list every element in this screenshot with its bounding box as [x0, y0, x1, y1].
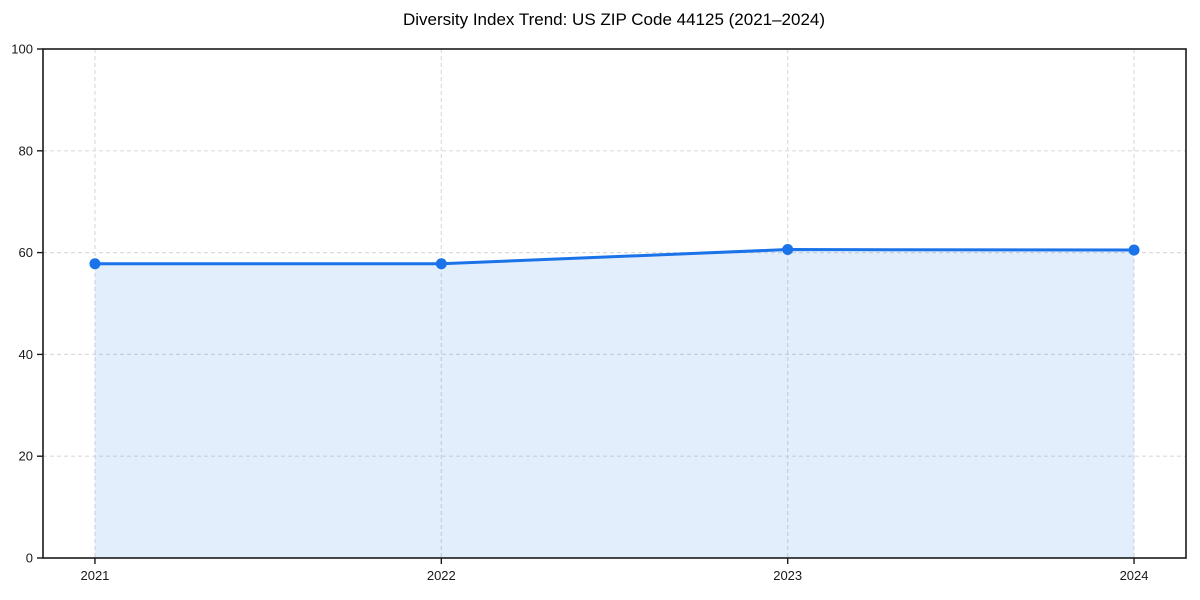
y-tick-label: 40: [19, 347, 33, 362]
y-tick-label: 20: [19, 449, 33, 464]
y-tick-label: 80: [19, 143, 33, 158]
data-point-marker: [435, 258, 447, 270]
chart-title: Diversity Index Trend: US ZIP Code 44125…: [403, 10, 825, 29]
plot-border: [42, 48, 1187, 559]
x-tick-label: 2021: [80, 568, 109, 583]
data-point-layer: [89, 244, 1140, 270]
area-fill-layer: [94, 249, 1135, 558]
y-tick-label: 0: [26, 551, 33, 566]
x-tick-label: 2024: [1120, 568, 1149, 583]
y-tick-labels: 0 20 40 60 80 100: [11, 42, 33, 566]
x-tick-label: 2022: [427, 568, 456, 583]
data-point-marker: [1128, 244, 1140, 256]
data-point-marker: [89, 258, 101, 270]
y-tick-label: 100: [11, 42, 33, 57]
x-tick-label: 2023: [773, 568, 802, 583]
trend-line-layer: [93, 248, 1136, 266]
data-point-marker: [782, 244, 794, 256]
y-tick-label: 60: [19, 245, 33, 260]
gridlines: [43, 49, 1186, 558]
x-tick-labels: 2021 2022 2023 2024: [80, 568, 1148, 583]
trend-line: [93, 248, 1136, 266]
area-fill: [94, 249, 1135, 558]
axis-ticks: [37, 48, 1135, 564]
